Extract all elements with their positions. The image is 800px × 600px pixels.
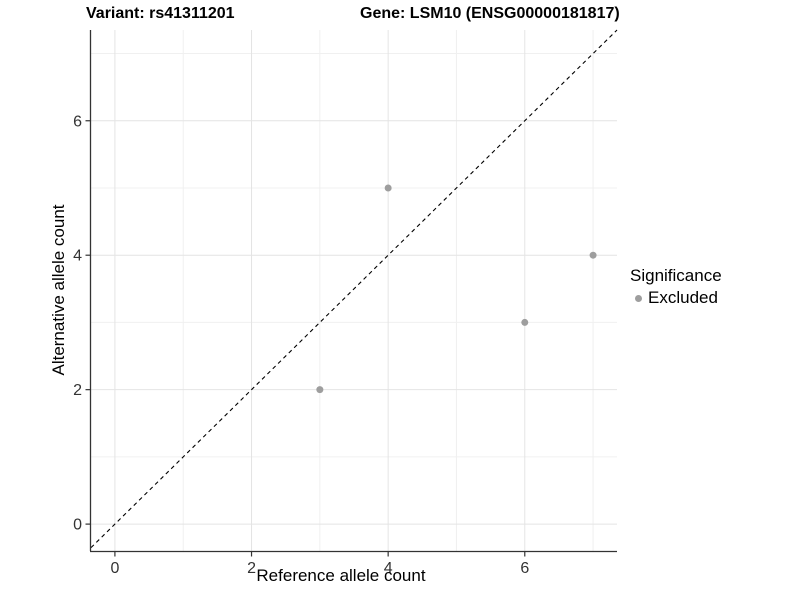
gene-title: Gene: LSM10 (ENSG00000181817) xyxy=(360,5,620,22)
x-axis-label: Reference allele count xyxy=(256,566,426,585)
data-point xyxy=(384,184,392,192)
data-point xyxy=(521,318,529,326)
x-tick-label: 0 xyxy=(110,560,119,577)
y-tick-label: 4 xyxy=(73,248,82,265)
legend: Significance Excluded xyxy=(630,266,722,308)
legend-item-label: Excluded xyxy=(648,288,718,307)
x-tick-label: 2 xyxy=(247,560,256,577)
y-tick-label: 6 xyxy=(73,113,82,130)
identity-line xyxy=(90,29,618,549)
x-tick-label: 6 xyxy=(520,560,529,577)
legend-item-excluded: Excluded xyxy=(630,288,722,308)
x-tick-label: 4 xyxy=(384,560,393,577)
y-tick-label: 0 xyxy=(73,517,82,534)
data-point xyxy=(316,386,324,394)
data-point xyxy=(589,251,597,259)
variant-title: Variant: rs41311201 xyxy=(86,5,235,22)
y-tick-label: 2 xyxy=(73,382,82,399)
excluded-point-swatch-icon xyxy=(635,294,642,302)
legend-title: Significance xyxy=(630,266,722,285)
y-axis-label: Alternative allele count xyxy=(49,204,68,376)
